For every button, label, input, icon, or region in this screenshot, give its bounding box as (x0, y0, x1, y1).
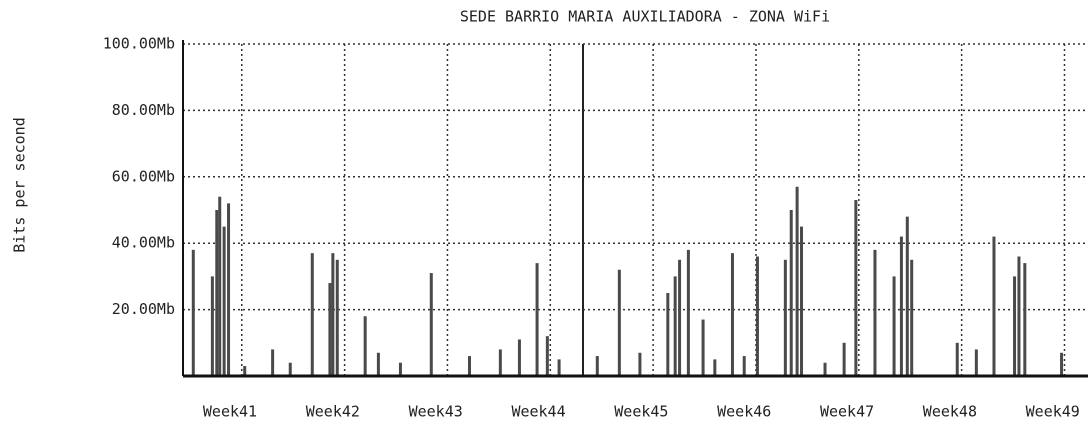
bar (701, 319, 705, 376)
y-tick-label: 100.00Mb (103, 35, 175, 53)
bar (557, 359, 561, 376)
bar (595, 356, 599, 376)
y-axis-label: Bits per second (11, 117, 29, 252)
y-tick-label: 80.00Mb (112, 101, 175, 119)
bar (800, 226, 804, 376)
x-tick-label: Week42 (306, 403, 360, 421)
bar (328, 283, 332, 376)
bar (686, 249, 690, 376)
bar (1060, 352, 1064, 376)
bar (899, 236, 903, 376)
bar (1023, 263, 1027, 376)
x-tick-label: Week43 (409, 403, 463, 421)
bar (666, 293, 670, 376)
x-tick-label: Week45 (614, 403, 668, 421)
bar (376, 352, 380, 376)
bar (955, 342, 959, 376)
bar (363, 316, 367, 376)
bar (974, 349, 978, 376)
bar (545, 336, 549, 376)
y-tick-label: 20.00Mb (112, 300, 175, 318)
bar (517, 339, 521, 376)
bar (783, 259, 787, 376)
bar (730, 253, 734, 376)
bar (905, 216, 909, 376)
bar (1013, 276, 1017, 376)
bar (335, 259, 339, 376)
bar (678, 259, 682, 376)
bar (873, 249, 877, 376)
bar (713, 359, 717, 376)
bar (1017, 256, 1021, 376)
bar (638, 352, 642, 376)
bar (331, 253, 335, 376)
bar (789, 210, 793, 376)
bar (892, 276, 896, 376)
x-tick-label: Week48 (923, 403, 977, 421)
bar (755, 256, 759, 376)
x-tick-label: Week46 (717, 403, 771, 421)
bar (210, 276, 214, 376)
bar (742, 356, 746, 376)
bar (227, 203, 231, 376)
bar (429, 273, 433, 376)
bar (498, 349, 502, 376)
bar (215, 210, 219, 376)
x-tick-label: Week41 (203, 403, 257, 421)
x-tick-label: Week44 (511, 403, 565, 421)
bar (910, 259, 914, 376)
x-tick-label: Week49 (1026, 403, 1080, 421)
bar (243, 366, 247, 376)
bar (222, 226, 226, 376)
bar (795, 186, 799, 376)
bar (842, 342, 846, 376)
bar (854, 200, 858, 376)
bar (398, 362, 402, 376)
chart-title: SEDE BARRIO MARIA AUXILIADORA - ZONA WiF… (460, 8, 830, 26)
bar (535, 263, 539, 376)
bar (310, 253, 314, 376)
x-tick-label: Week47 (820, 403, 874, 421)
bar (218, 196, 222, 376)
bar (191, 249, 195, 376)
bar (271, 349, 275, 376)
bar (992, 236, 996, 376)
bar (823, 362, 827, 376)
bar (467, 356, 471, 376)
bar (288, 362, 292, 376)
bar (617, 269, 621, 376)
y-tick-label: 60.00Mb (112, 167, 175, 185)
bar (673, 276, 677, 376)
y-tick-label: 40.00Mb (112, 234, 175, 252)
